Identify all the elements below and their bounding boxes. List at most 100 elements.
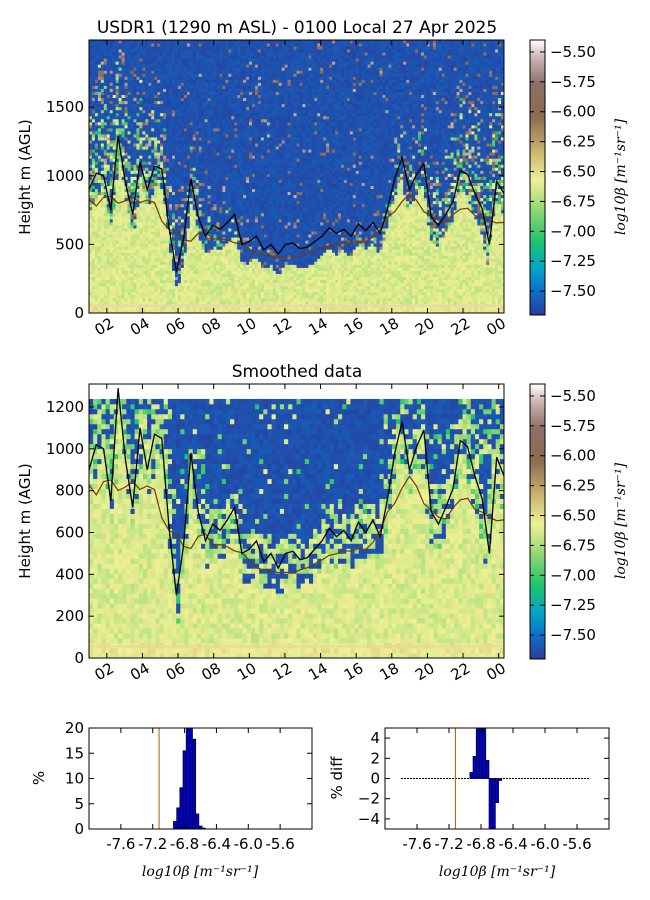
panel3-xlabel: log10β [m⁻¹sr⁻¹] [142, 864, 259, 880]
y-tick-label: −4 [358, 810, 380, 828]
histogram-bar [469, 772, 474, 779]
panel1-ylabel: Height m (AGL) [16, 119, 34, 234]
x-tick-label: 06 [163, 314, 189, 339]
x-tick-label: 20 [412, 314, 438, 339]
y-tick-label: 1000 [46, 167, 84, 185]
y-tick-label: 1500 [46, 98, 84, 116]
colorbar-tick-label: −7.00 [550, 222, 596, 240]
x-tick-label: 02 [92, 314, 118, 339]
histogram-bar [185, 727, 190, 830]
panel2-heatmap [89, 398, 505, 659]
panel1-colorbar-label: log10β [m⁻¹sr⁻¹] [613, 118, 629, 235]
panel3-ylabel: % [30, 771, 48, 785]
x-tick-label: 12 [270, 659, 296, 684]
y-tick-label: 1000 [46, 440, 84, 458]
x-tick-label: -6.4 [498, 835, 527, 853]
x-tick-label: 08 [198, 314, 224, 339]
y-tick-label: 200 [55, 607, 84, 625]
x-tick-label: -7.2 [434, 835, 463, 853]
panel4-frame [384, 727, 610, 830]
x-tick-label: -5.6 [562, 835, 591, 853]
panel1-heatmap [89, 40, 505, 314]
boundary-layer-line [88, 388, 505, 596]
colorbar-tick-label: −6.50 [550, 507, 596, 525]
histogram-bar [485, 760, 490, 779]
colorbar-tick-label: −5.75 [550, 73, 596, 91]
histogram-bar [189, 727, 193, 830]
histogram-bar [475, 727, 480, 779]
y-tick-label: 15 [65, 744, 84, 762]
y-tick-label: 4 [370, 729, 380, 747]
panel1-colorbar-ticks: −5.50 −5.75 −6.00 −6.25 −6.50 −6.75 −7.00 −7.25… [530, 43, 596, 300]
x-tick-label: 20 [412, 659, 438, 684]
panel1-colorbar [529, 39, 546, 316]
x-tick-label: -6.0 [234, 835, 263, 853]
histogram-bar [488, 778, 493, 830]
colorbar-tick-label: −6.75 [550, 536, 596, 554]
y-tick-label: 10 [65, 770, 84, 788]
x-tick-label: 22 [448, 659, 474, 684]
y-tick-label: 0 [74, 820, 84, 838]
y-tick-label: 800 [55, 482, 84, 500]
x-tick-label: 10 [234, 314, 260, 339]
x-tick-label: -6.8 [170, 835, 199, 853]
colorbar-tick-label: −5.50 [550, 43, 596, 61]
colorbar-tick-label: −6.75 [550, 192, 596, 210]
x-tick-label: -6.8 [466, 835, 495, 853]
colorbar-tick-label: −5.50 [550, 387, 596, 405]
histogram-bar [495, 778, 499, 804]
boundary-layer-line [88, 135, 505, 272]
colorbar-tick-label: −6.25 [550, 133, 596, 151]
histogram-bar [179, 787, 184, 830]
x-tick-label: -5.6 [266, 835, 295, 853]
histogram-bar [482, 727, 487, 779]
panel3-histogram: -7.6 -7.2 -6.8 -6.4 -6.0 -5.6 0 5 10 15 20 [65, 719, 312, 853]
smoothed-boundary-line [88, 475, 505, 574]
x-tick-label: 18 [377, 659, 403, 684]
panel4-ylabel: % diff [328, 756, 346, 800]
panel2-boundary-line [88, 388, 505, 596]
panel4-xlabel: log10β [m⁻¹sr⁻¹] [439, 864, 556, 880]
x-tick-label: 22 [448, 314, 474, 339]
colorbar-tick-label: −7.50 [550, 282, 596, 300]
x-tick-label: -7.6 [402, 835, 431, 853]
panel2-title: Smoothed data [232, 362, 363, 382]
x-tick-label: 04 [127, 314, 153, 339]
y-tick-label: 0 [370, 770, 380, 788]
x-tick-label: 14 [305, 314, 331, 339]
x-tick-label: -6.0 [530, 835, 559, 853]
panel2-frame [88, 383, 505, 659]
colorbar-tick-label: −6.50 [550, 163, 596, 181]
panel2-colorbar [529, 383, 546, 660]
panel2-colorbar-ticks: −5.50 −5.75 −6.00 −6.25 −6.50 −6.75 −7.00 −7.25… [530, 387, 596, 644]
panel2-colorbar-label: log10β [m⁻¹sr⁻¹] [613, 462, 629, 579]
y-tick-label: −2 [358, 790, 380, 808]
x-tick-label: 00 [483, 314, 509, 339]
colorbar-tick-label: −6.00 [550, 447, 596, 465]
y-tick-label: 20 [65, 719, 84, 737]
y-tick-label: 0 [74, 649, 84, 667]
x-tick-label: 00 [483, 659, 509, 684]
y-tick-label: 600 [55, 524, 84, 542]
panel1-frame [88, 39, 505, 314]
x-tick-label: 18 [377, 314, 403, 339]
histogram-bar [498, 778, 503, 781]
colorbar-tick-label: −7.25 [550, 252, 596, 270]
colorbar-tick-label: −5.75 [550, 417, 596, 435]
smoothed-boundary-line [88, 192, 505, 258]
histogram-bar [195, 813, 200, 830]
panel2-ylabel: Height m (AGL) [16, 463, 34, 578]
x-tick-label: 02 [92, 659, 118, 684]
y-tick-label: 500 [55, 235, 84, 253]
x-tick-label: 10 [234, 659, 260, 684]
y-tick-label: 2 [370, 749, 380, 767]
x-tick-label: 08 [198, 659, 224, 684]
colorbar-tick-label: −7.00 [550, 566, 596, 584]
colorbar-tick-label: −6.00 [550, 103, 596, 121]
x-tick-label: -7.2 [138, 835, 167, 853]
x-tick-label: 16 [341, 314, 367, 339]
colorbar-tick-label: −6.25 [550, 477, 596, 495]
y-tick-label: 1200 [46, 398, 84, 416]
colorbar-tick-label: −7.25 [550, 596, 596, 614]
